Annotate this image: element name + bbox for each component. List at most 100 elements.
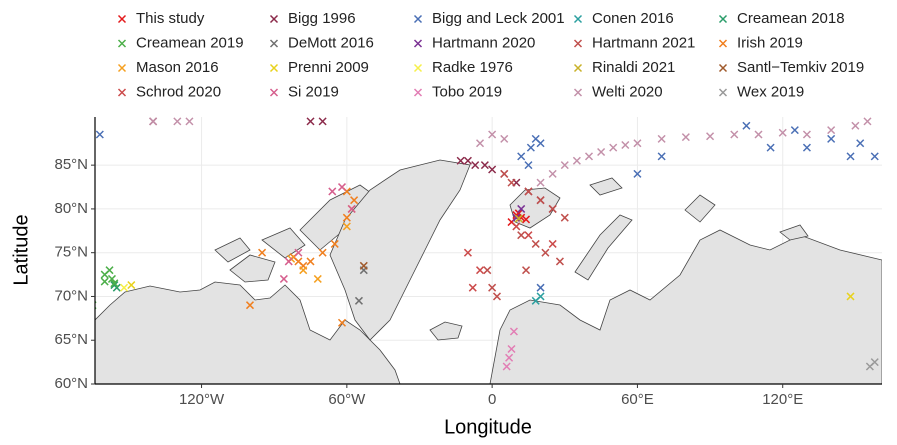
point (127, 281, 136, 290)
point (105, 266, 114, 275)
canadian-islands (214, 184, 379, 283)
legend-marker (573, 63, 583, 73)
point (258, 248, 267, 257)
legend-marker (117, 63, 127, 73)
legend-marker (269, 88, 279, 97)
point (500, 169, 509, 178)
legend-marker (718, 14, 728, 24)
x-tick-label: 0 (488, 391, 496, 408)
point (621, 140, 630, 150)
legend-label: Tobo 2019 (432, 83, 502, 100)
point (337, 318, 347, 327)
legend-marker (269, 14, 279, 24)
point (730, 130, 739, 139)
point (802, 143, 811, 152)
point (524, 161, 533, 170)
point (766, 143, 775, 152)
point (584, 152, 594, 161)
point (173, 117, 182, 126)
point (350, 196, 359, 205)
point (754, 130, 763, 139)
point (846, 152, 855, 161)
point (347, 204, 356, 213)
point (110, 279, 119, 288)
point (657, 134, 666, 143)
legend-marker (573, 39, 583, 48)
point (541, 248, 550, 257)
legend-label: Creamean 2019 (136, 34, 244, 51)
x-tick-label: 120°W (179, 391, 225, 408)
point (512, 213, 521, 222)
point (524, 187, 533, 196)
point (531, 296, 540, 305)
legend-label: Si 2019 (288, 83, 339, 100)
point (526, 143, 535, 152)
y-tick-label: 60°N (54, 375, 88, 392)
point (512, 222, 521, 231)
legend-marker (117, 39, 127, 48)
point (597, 147, 606, 157)
point (657, 152, 666, 161)
point (505, 353, 514, 362)
legend-label: Hartmann 2020 (432, 34, 535, 51)
point (120, 283, 129, 292)
point (500, 134, 509, 143)
y-axis-title: Latitude (10, 214, 32, 285)
point (284, 257, 293, 266)
point (463, 248, 472, 257)
y-tick-label: 80°N (54, 200, 88, 217)
point (488, 283, 497, 292)
point (856, 139, 865, 148)
legend-label: Welti 2020 (592, 83, 663, 100)
point (555, 257, 564, 266)
point (306, 117, 315, 126)
point (502, 362, 511, 371)
point (633, 169, 642, 178)
point (609, 143, 618, 152)
point (359, 261, 368, 270)
point (778, 128, 787, 137)
point (318, 117, 327, 126)
point (865, 362, 874, 371)
point (522, 266, 531, 275)
point (342, 213, 351, 222)
point (863, 117, 872, 126)
point (536, 139, 545, 148)
legend-marker (413, 39, 423, 48)
point (475, 139, 485, 148)
point (294, 248, 303, 257)
legend-label: Santl−Temkiv 2019 (737, 59, 864, 76)
point (870, 152, 879, 161)
point (95, 130, 104, 139)
greenland (329, 159, 471, 341)
point (245, 301, 255, 310)
point (560, 161, 569, 170)
point (548, 204, 557, 213)
point (802, 130, 811, 139)
point (706, 132, 715, 141)
point (488, 165, 497, 174)
point (790, 126, 799, 135)
point (100, 277, 109, 286)
legend-label: DeMott 2016 (288, 34, 374, 51)
point (536, 178, 545, 187)
legend-label: Schrod 2020 (136, 83, 221, 100)
point (279, 274, 288, 283)
point (488, 130, 497, 139)
legend-marker (117, 88, 127, 97)
point (185, 117, 194, 126)
point (827, 126, 836, 135)
point (306, 257, 315, 266)
legend-label: Wex 2019 (737, 83, 804, 100)
legend-label: Mason 2016 (136, 59, 219, 76)
point (514, 214, 523, 223)
x-tick-label: 60°W (328, 391, 366, 408)
point (87, 324, 94, 331)
legend-label: Creamean 2018 (737, 10, 845, 27)
point (851, 121, 860, 130)
point (560, 213, 569, 222)
point (517, 204, 526, 213)
legend-marker (718, 63, 728, 73)
point (354, 296, 363, 305)
legend-label: Prenni 2009 (288, 59, 369, 76)
